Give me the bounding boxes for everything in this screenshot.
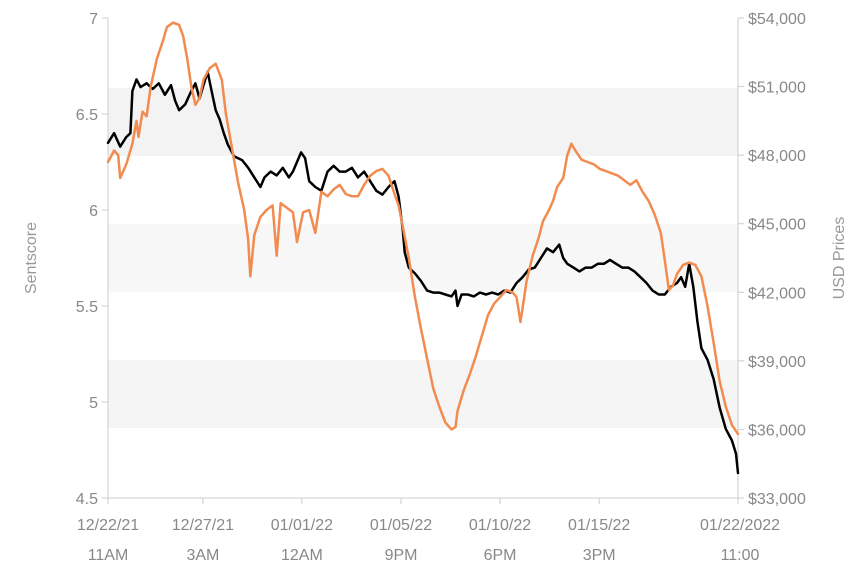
- right-tick-label: $51,000: [748, 80, 806, 97]
- background-bands: [108, 88, 738, 428]
- right-tick-label: $33,000: [748, 491, 806, 508]
- x-tick-label-time: 12AM: [281, 547, 323, 564]
- usd-price-line: [106, 21, 740, 436]
- x-axis-ticks: 12/22/21 11AM 12/27/21 3AM 01/01/22 12AM 01/05…: [77, 498, 780, 564]
- x-tick-label-date: 12/22/21: [77, 517, 139, 534]
- x-tick-label-time: 6PM: [484, 547, 517, 564]
- right-tick-label: $36,000: [748, 422, 806, 439]
- band-2: [108, 224, 738, 292]
- left-tick-label: 5: [89, 395, 98, 412]
- x-tick-label-time: 3PM: [583, 547, 616, 564]
- left-axis-ticks: 4.5 5 5.5 6 6.5 7: [76, 11, 108, 508]
- x-tick-label-date: 01/01/22: [271, 517, 333, 534]
- left-tick-label: 5.5: [76, 299, 98, 316]
- x-tick-label-time: 3AM: [186, 547, 219, 564]
- x-tick-label-date: 01/15/22: [568, 517, 630, 534]
- band-1: [108, 88, 738, 156]
- axes: [107, 18, 739, 499]
- left-tick-label: 4.5: [76, 491, 98, 508]
- right-tick-label: $54,000: [748, 11, 806, 28]
- x-tick-label-time: 11AM: [88, 547, 129, 564]
- right-axis-ticks: $33,000 $36,000 $39,000 $42,000 $45,000 $48,0…: [738, 11, 806, 508]
- left-axis-title: Sentscore: [23, 222, 40, 294]
- left-tick-label: 7: [89, 11, 98, 28]
- left-tick-label: 6.5: [76, 107, 98, 124]
- x-tick-label-date: 01/10/22: [469, 517, 531, 534]
- x-tick-label-date: 01/22/2022: [700, 517, 780, 534]
- x-tick-label-time: 11:00: [721, 547, 760, 564]
- x-tick-label-date: 01/05/22: [370, 517, 432, 534]
- series-lines: [106, 21, 740, 475]
- right-axis-title: USD Prices: [831, 217, 848, 300]
- band-3: [108, 360, 738, 428]
- left-tick-label: 6: [89, 203, 98, 220]
- right-tick-label: $42,000: [748, 285, 806, 302]
- x-tick-label-time: 9PM: [385, 547, 418, 564]
- x-tick-label-date: 12/27/21: [172, 517, 234, 534]
- right-tick-label: $45,000: [748, 217, 806, 234]
- right-tick-label: $39,000: [748, 354, 806, 371]
- right-tick-label: $48,000: [748, 148, 806, 165]
